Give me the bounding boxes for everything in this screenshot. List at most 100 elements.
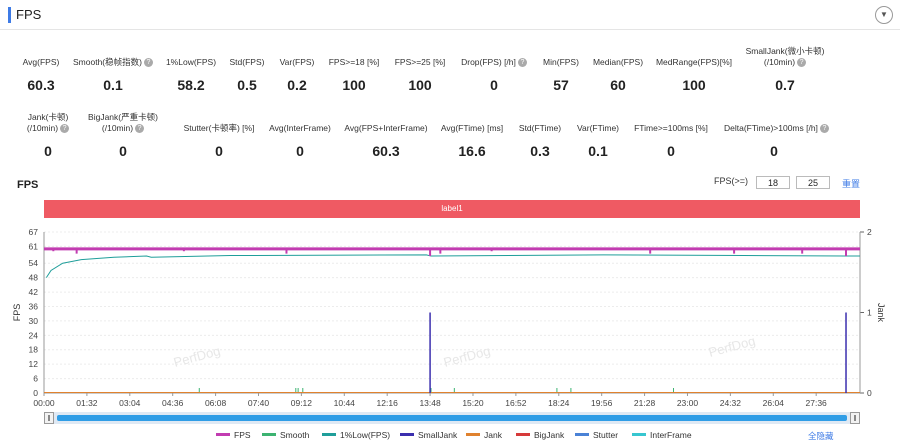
legend-label: Stutter bbox=[593, 430, 619, 440]
y-tick-label: 48 bbox=[29, 273, 39, 283]
fps-threshold-input-2[interactable] bbox=[796, 176, 830, 189]
y-tick-label: 54 bbox=[29, 258, 39, 268]
metric-label: SmallJank(微小卡顿) bbox=[745, 46, 825, 56]
metric-value: 60 bbox=[610, 77, 626, 93]
time-range-scrollbar[interactable] bbox=[44, 412, 860, 424]
legend-swatch-icon bbox=[400, 433, 414, 437]
metric-stutter: Stutter(卡顿率) [%] 0 bbox=[169, 123, 269, 159]
legend-item-interframe[interactable]: InterFrame bbox=[632, 430, 692, 440]
metric-label-unit: (/10min)? bbox=[735, 57, 835, 68]
metric-value: 60.3 bbox=[372, 143, 400, 159]
help-icon[interactable]: ? bbox=[143, 58, 153, 68]
x-tick-label: 19:56 bbox=[591, 398, 613, 408]
metric-label: Stutter(卡顿率) [%] bbox=[183, 123, 255, 133]
y-axis-title: FPS bbox=[12, 304, 22, 322]
low1-line bbox=[45, 254, 860, 278]
metric-label: Var(FPS) bbox=[279, 57, 315, 67]
legend-item-stutter[interactable]: Stutter bbox=[575, 430, 618, 440]
x-tick-label: 21:28 bbox=[634, 398, 656, 408]
metric-std-fps: Std(FPS) 0.5 bbox=[197, 57, 297, 93]
metric-min-fps: Min(FPS) 57 bbox=[511, 57, 611, 93]
x-tick-label: 27:36 bbox=[806, 398, 828, 408]
metric-label: FTime>=100ms [%] bbox=[634, 123, 708, 133]
reset-link[interactable]: 重置 bbox=[842, 179, 861, 189]
metric-value: 0.3 bbox=[530, 143, 550, 159]
metric-median-fps: Median(FPS) 60 bbox=[568, 57, 668, 93]
legend-item-smooth[interactable]: Smooth bbox=[262, 430, 309, 440]
metric-label: Min(FPS) bbox=[543, 57, 579, 67]
x-tick-label: 15:20 bbox=[462, 398, 484, 408]
metric-label: Avg(InterFrame) bbox=[269, 123, 331, 133]
legend-swatch-icon bbox=[322, 433, 336, 437]
legend-swatch-icon bbox=[632, 433, 646, 437]
scroll-handle-left[interactable] bbox=[44, 412, 54, 424]
help-icon[interactable]: ? bbox=[819, 124, 829, 134]
header-accent-bar bbox=[8, 7, 11, 23]
metric-label: Median(FPS) bbox=[592, 57, 644, 67]
legend-label: FPS bbox=[234, 430, 251, 440]
scroll-handle-right[interactable] bbox=[850, 412, 860, 424]
legend-swatch-icon bbox=[216, 433, 230, 437]
label-band[interactable]: label1 bbox=[44, 200, 860, 218]
x-tick-label: 00:00 bbox=[33, 398, 55, 408]
legend-item-fps[interactable]: FPS bbox=[216, 430, 251, 440]
help-icon[interactable]: ? bbox=[135, 124, 145, 134]
metric-label-unit: (/10min)? bbox=[0, 123, 98, 134]
metric-label: Var(FTime) bbox=[576, 123, 620, 133]
x-tick-label: 06:08 bbox=[205, 398, 227, 408]
y-tick-label: 0 bbox=[33, 388, 38, 398]
legend-label: 1%Low(FPS) bbox=[340, 430, 391, 440]
metric-label-unit: (/10min)? bbox=[73, 123, 173, 134]
help-icon[interactable]: ? bbox=[517, 58, 527, 68]
metric-value: 58.2 bbox=[177, 77, 205, 93]
metric-value: 0 bbox=[119, 143, 127, 159]
legend-swatch-icon bbox=[262, 433, 276, 437]
metric-value: 16.6 bbox=[458, 143, 486, 159]
legend-item-jank[interactable]: Jank bbox=[466, 430, 502, 440]
x-tick-label: 03:04 bbox=[119, 398, 141, 408]
y-right-tick-label: 2 bbox=[867, 227, 872, 237]
watermark: PerfDog bbox=[707, 333, 757, 360]
help-icon[interactable]: ? bbox=[797, 58, 807, 68]
hide-all-link[interactable]: 全隐藏 bbox=[808, 431, 834, 441]
metric-value: 0 bbox=[667, 143, 675, 159]
metric-label: MedRange(FPS)[%] bbox=[655, 57, 733, 67]
legend-label: InterFrame bbox=[650, 430, 692, 440]
metric-value: 100 bbox=[408, 77, 432, 93]
metric-value: 0.1 bbox=[103, 77, 123, 93]
x-tick-label: 24:32 bbox=[720, 398, 742, 408]
metric-value: 0 bbox=[770, 143, 778, 159]
metric-std-ftime: Std(FTime) 0.3 bbox=[490, 123, 590, 159]
grip-icon bbox=[48, 415, 50, 421]
x-tick-label: 12:16 bbox=[377, 398, 399, 408]
section-header: FPS ▼ bbox=[0, 0, 900, 30]
metric-delta-ftime-100ms-h: Delta(FTime)>100ms [/h]? 0 bbox=[724, 123, 829, 159]
legend-item-smalljank[interactable]: SmallJank bbox=[400, 430, 457, 440]
chart-legend: 全隐藏 FPS Smooth 1%Low(FPS) SmallJank Jank BigJ… bbox=[0, 430, 900, 444]
fps-threshold-label: FPS(>=) bbox=[714, 176, 749, 186]
legend-label: Smooth bbox=[280, 430, 310, 440]
metric-label: FPS>=25 [%] bbox=[394, 57, 446, 67]
help-icon[interactable]: ? bbox=[60, 124, 70, 134]
legend-swatch-icon bbox=[466, 433, 480, 437]
y-tick-label: 36 bbox=[29, 301, 39, 311]
legend-item-1-low-fps[interactable]: 1%Low(FPS) bbox=[322, 430, 390, 440]
fps-threshold-input-1[interactable] bbox=[756, 176, 790, 189]
legend-swatch-icon bbox=[516, 433, 530, 437]
metric-label: Avg(FPS+InterFrame) bbox=[344, 123, 428, 133]
metric-value: 0.1 bbox=[588, 143, 608, 159]
scroll-track[interactable] bbox=[57, 415, 847, 421]
metric-value: 0.5 bbox=[237, 77, 257, 93]
collapse-chevron-icon[interactable]: ▼ bbox=[875, 6, 893, 24]
y-tick-label: 24 bbox=[29, 330, 39, 340]
y-tick-label: 12 bbox=[29, 359, 39, 369]
metric-value: 0 bbox=[490, 77, 498, 93]
metric-value: 0.2 bbox=[287, 77, 307, 93]
metric-avg-fps-interframe: Avg(FPS+InterFrame) 60.3 bbox=[336, 123, 436, 159]
metric-value: 60.3 bbox=[27, 77, 55, 93]
legend-item-bigjank[interactable]: BigJank bbox=[516, 430, 564, 440]
chart-title: FPS bbox=[17, 179, 39, 191]
watermark: PerfDog bbox=[442, 343, 492, 370]
metric-var-ftime: Var(FTime) 0.1 bbox=[548, 123, 648, 159]
